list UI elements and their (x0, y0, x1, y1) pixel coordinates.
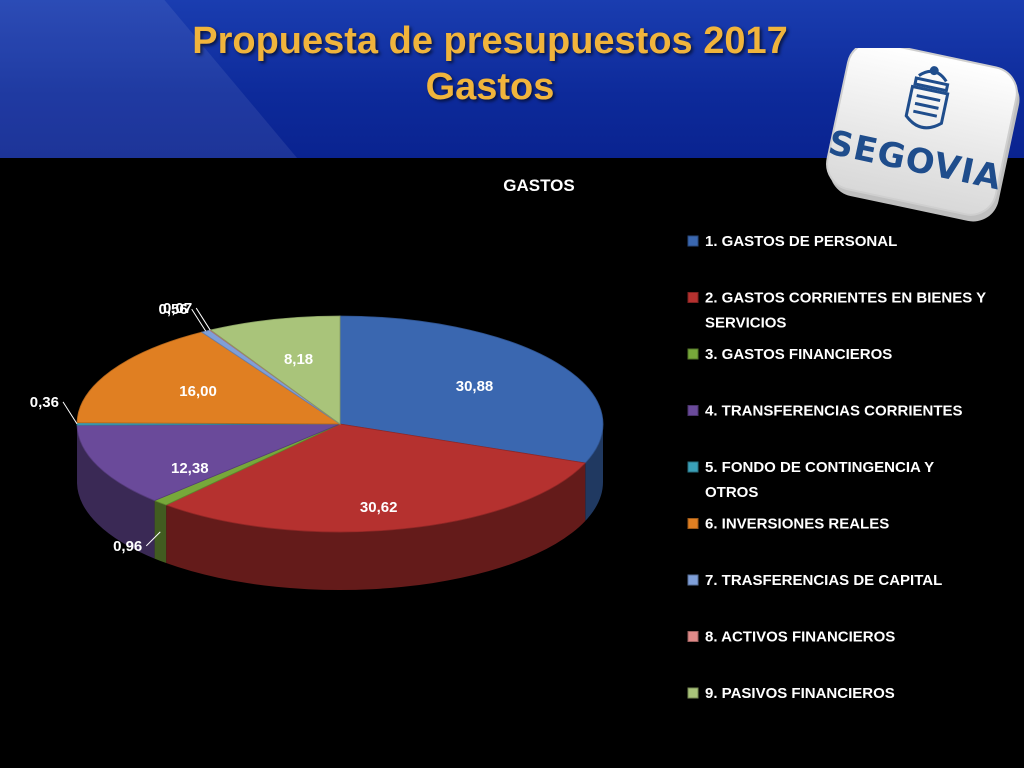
legend-label-gastos-corrientes-en-bienes-y-servicios: 2. GASTOS CORRIENTES EN BIENES Y (705, 290, 986, 307)
data-label-trasferencias-de-capital: 0,56 (159, 301, 188, 318)
leader-line-trasferencias-de-capital (191, 308, 207, 332)
data-label-fondo-de-contingencia-y-otros: 0,36 (30, 394, 59, 411)
legend-swatch-fondo-de-contingencia-y-otros (687, 461, 699, 473)
pie-slice-pasivos-financieros (209, 315, 341, 425)
legend-label-gastos-corrientes-en-bienes-y-servicios-line2: SERVICIOS (705, 315, 786, 332)
data-label-inversiones-reales: 16,00 (179, 383, 217, 400)
legend-label-trasferencias-de-capital: 7. TRASFERENCIAS DE CAPITAL (705, 572, 942, 589)
data-label-pasivos-financieros: 8,18 (284, 351, 313, 368)
data-label-gastos-de-personal: 30,88 (456, 378, 494, 395)
leader-line-fondo-de-contingencia-y-otros (62, 401, 78, 425)
legend-swatch-activos-financieros (687, 631, 699, 642)
legend-label-gastos-de-personal: 1. GASTOS DE PERSONAL (705, 233, 897, 250)
legend-label-inversiones-reales: 6. INVERSIONES REALES (705, 516, 889, 533)
legend-swatch-gastos-de-personal (687, 235, 699, 247)
chart-legend: 1. GASTOS DE PERSONAL 2. GASTOS CORRIENTE… (687, 233, 986, 702)
chart-title: GASTOS (503, 176, 574, 195)
page-title: Propuesta de presupuestos 2017 Gastos (100, 18, 880, 110)
pie-slice-side-gastos-financieros (154, 500, 167, 564)
legend-swatch-gastos-financieros (687, 348, 699, 360)
pie-slice-side-gastos-de-personal (585, 424, 603, 521)
leader-line-activos-financieros (195, 307, 211, 331)
legend-swatch-trasferencias-de-capital (687, 574, 699, 586)
pie-slice-gastos-de-personal (339, 315, 604, 464)
legend-label-activos-financieros: 8. ACTIVOS FINANCIEROS (705, 629, 895, 646)
legend-label-transferencias-corrientes: 4. TRANSFERENCIAS CORRIENTES (705, 403, 963, 420)
data-labels: 30,88 30,62 0,96 12,38 0,36 16,00 0,560,07 8,18 (30, 300, 493, 555)
pie-slice-inversiones-reales (76, 331, 342, 425)
expenses-pie-chart: GASTOS 30,88 30,62 0,96 12,38 0,36 16,00 0,560… (30, 176, 986, 702)
leader-line-gastos-financieros (145, 531, 161, 547)
data-label-gastos-corrientes-en-bienes-y-servicios: 30,62 (360, 499, 398, 516)
data-label-transferencias-corrientes: 12,38 (171, 460, 209, 477)
legend-label-pasivos-financieros: 9. PASIVOS FINANCIEROS (705, 685, 895, 702)
pie-group (76, 315, 604, 591)
title-line-1: Propuesta de presupuestos 2017 (192, 20, 788, 62)
segovia-coat-of-arms-icon: SEGOVIA (825, 48, 1020, 222)
pie-slice-gastos-corrientes-en-bienes-y-servicios (165, 423, 587, 533)
pie-slice-transferencias-corrientes (76, 423, 341, 502)
title-line-2: Gastos (425, 66, 555, 108)
data-label-activos-financieros: 0,07 (163, 300, 192, 317)
legend-swatch-pasivos-financieros (687, 687, 699, 699)
data-label-gastos-financieros: 0,96 (113, 538, 142, 555)
legend-label-fondo-de-contingencia-y-otros: 5. FONDO DE CONTINGENCIA Y (705, 459, 934, 476)
legend-label-fondo-de-contingencia-y-otros-line2: OTROS (705, 484, 758, 501)
pie-slice-side-gastos-corrientes-en-bienes-y-servicios (166, 462, 586, 591)
legend-swatch-gastos-corrientes-en-bienes-y-servicios (687, 292, 699, 303)
legend-swatch-transferencias-corrientes (687, 405, 699, 416)
legend-swatch-inversiones-reales (687, 518, 699, 529)
pie-slice-side-transferencias-corrientes (77, 425, 155, 559)
legend-label-gastos-financieros: 3. GASTOS FINANCIEROS (705, 346, 892, 363)
